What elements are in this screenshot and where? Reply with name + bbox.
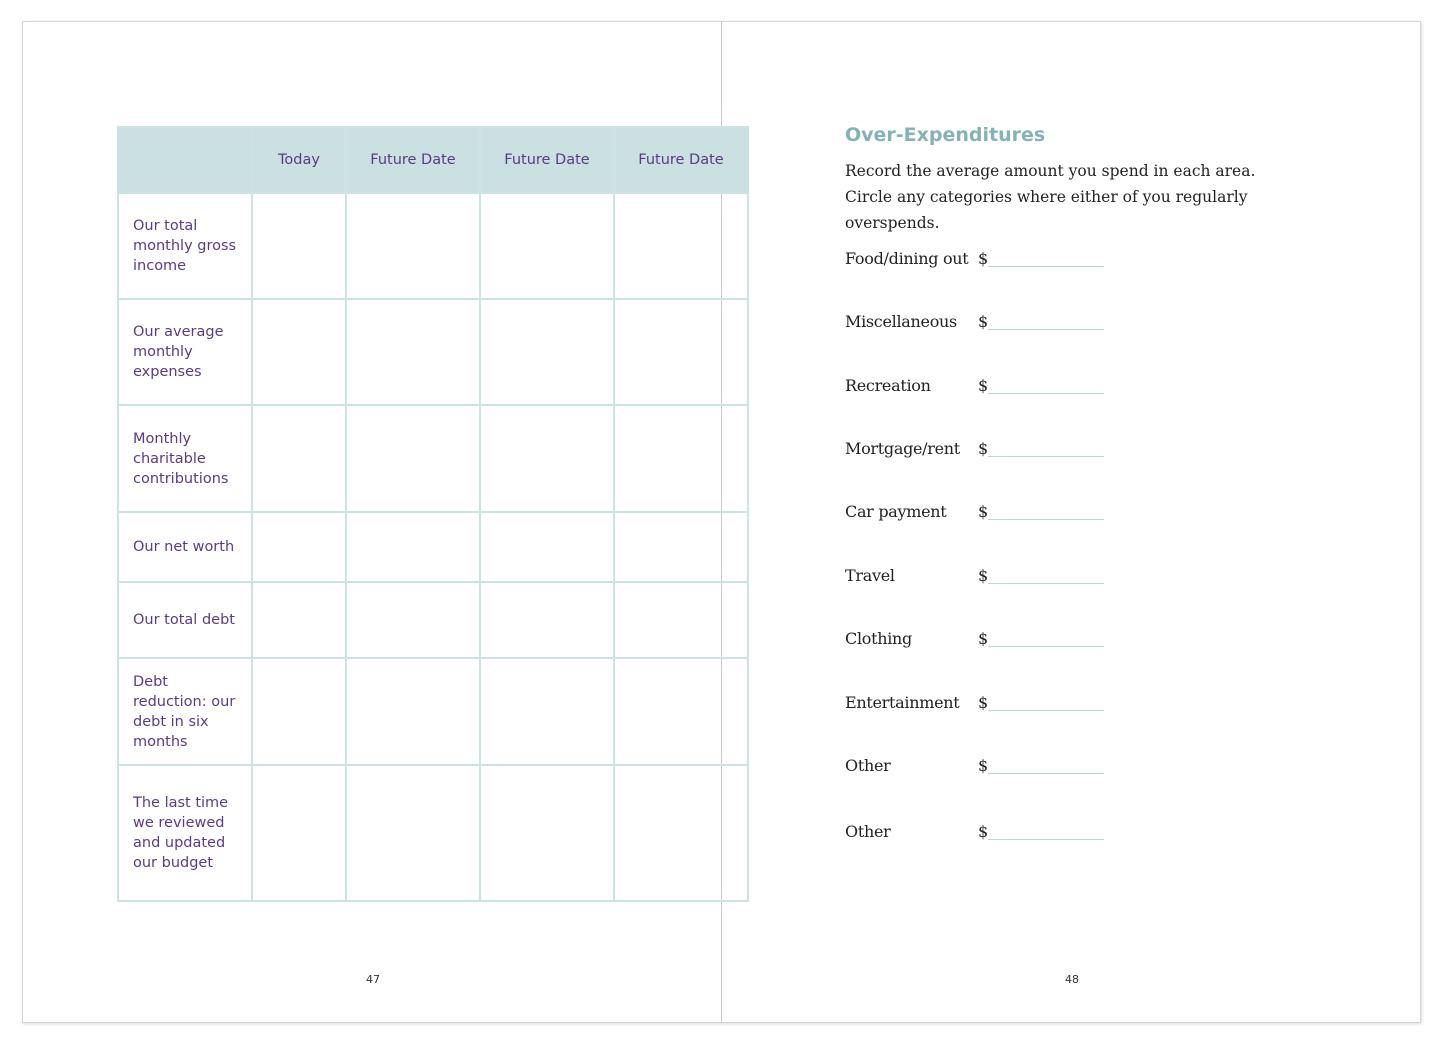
entry-cell[interactable] <box>345 298 481 406</box>
budget-table: Today Future Date Future Date Future Date O… <box>117 126 749 902</box>
entry-cell[interactable] <box>479 657 615 766</box>
column-header: Future Date <box>345 126 481 194</box>
entry-cell[interactable] <box>251 657 347 766</box>
expense-row: Travel $ <box>845 566 1115 588</box>
entry-cell[interactable] <box>479 764 615 902</box>
entry-cell[interactable] <box>345 764 481 902</box>
expense-row: Recreation $ <box>845 376 1115 398</box>
entry-cell[interactable] <box>613 657 749 766</box>
dollar-sign: $ <box>978 502 989 521</box>
expense-row: Entertainment $ <box>845 693 1115 715</box>
row-label: Monthly charitable contributions <box>117 404 253 513</box>
category-label: Travel <box>845 566 895 585</box>
row-label: The last time we reviewed and updated ou… <box>117 764 253 902</box>
amount-blank[interactable] <box>988 519 1104 520</box>
dollar-sign: $ <box>978 249 989 268</box>
row-label: Our average monthly expenses <box>117 298 253 406</box>
table-row: Our average monthly expenses <box>117 298 749 406</box>
column-header: Future Date <box>613 126 749 194</box>
entry-cell[interactable] <box>479 298 615 406</box>
entry-cell[interactable] <box>479 511 615 583</box>
column-header: Future Date <box>479 126 615 194</box>
amount-blank[interactable] <box>988 266 1104 267</box>
amount-blank[interactable] <box>988 329 1104 330</box>
entry-cell[interactable] <box>613 581 749 659</box>
category-label: Car payment <box>845 502 947 521</box>
entry-cell[interactable] <box>345 511 481 583</box>
row-label: Our total debt <box>117 581 253 659</box>
table-row: Our total debt <box>117 581 749 659</box>
category-label: Other <box>845 822 891 841</box>
expense-row: Clothing $ <box>845 629 1115 651</box>
amount-blank[interactable] <box>988 773 1104 774</box>
dollar-sign: $ <box>978 439 989 458</box>
expense-row: Car payment $ <box>845 502 1115 524</box>
table-row: Monthly charitable contributions <box>117 404 749 513</box>
expense-row: Miscellaneous $ <box>845 312 1115 334</box>
amount-blank[interactable] <box>988 710 1104 711</box>
entry-cell[interactable] <box>345 657 481 766</box>
expense-row: Mortgage/rent $ <box>845 439 1115 461</box>
row-label: Our total monthly gross income <box>117 192 253 300</box>
category-label: Other <box>845 756 891 775</box>
entry-cell[interactable] <box>251 298 347 406</box>
table-row: Our total monthly gross income <box>117 192 749 300</box>
entry-cell[interactable] <box>479 404 615 513</box>
entry-cell[interactable] <box>251 511 347 583</box>
entry-cell[interactable] <box>479 192 615 300</box>
dollar-sign: $ <box>978 312 989 331</box>
amount-blank[interactable] <box>988 393 1104 394</box>
entry-cell[interactable] <box>479 581 615 659</box>
category-label: Entertainment <box>845 693 960 712</box>
entry-cell[interactable] <box>251 581 347 659</box>
category-label: Clothing <box>845 629 912 648</box>
category-label: Mortgage/rent <box>845 439 960 458</box>
entry-cell[interactable] <box>251 404 347 513</box>
expense-row: Other $ <box>845 822 1115 844</box>
column-header <box>117 126 253 194</box>
amount-blank[interactable] <box>988 839 1104 840</box>
page-number-left: 47 <box>366 973 380 986</box>
expense-row: Other $ <box>845 756 1115 778</box>
amount-blank[interactable] <box>988 646 1104 647</box>
dollar-sign: $ <box>978 566 989 585</box>
table-row: Debt reduction: our debt in six months <box>117 657 749 766</box>
entry-cell[interactable] <box>251 192 347 300</box>
expense-row: Food/dining out $ <box>845 249 1115 271</box>
category-label: Miscellaneous <box>845 312 957 331</box>
entry-cell[interactable] <box>345 192 481 300</box>
instructions: Record the average amount you spend in e… <box>845 162 1256 232</box>
category-label: Food/dining out <box>845 249 969 268</box>
entry-cell[interactable] <box>613 192 749 300</box>
entry-cell[interactable] <box>613 764 749 902</box>
entry-cell[interactable] <box>345 581 481 659</box>
dollar-sign: $ <box>978 822 989 841</box>
row-label: Our net worth <box>117 511 253 583</box>
amount-blank[interactable] <box>988 583 1104 584</box>
row-label: Debt reduction: our debt in six months <box>117 657 253 766</box>
table-row: Our net worth <box>117 511 749 583</box>
page-number-right: 48 <box>1065 973 1079 986</box>
entry-cell[interactable] <box>345 404 481 513</box>
entry-cell[interactable] <box>613 298 749 406</box>
table-row: The last time we reviewed and updated ou… <box>117 764 749 902</box>
section-title: Over-Expenditures <box>845 124 1046 146</box>
entry-cell[interactable] <box>613 511 749 583</box>
dollar-sign: $ <box>978 629 989 648</box>
dollar-sign: $ <box>978 376 989 395</box>
entry-cell[interactable] <box>613 404 749 513</box>
column-header: Today <box>251 126 347 194</box>
category-label: Recreation <box>845 376 931 395</box>
dollar-sign: $ <box>978 756 989 775</box>
entry-cell[interactable] <box>251 764 347 902</box>
amount-blank[interactable] <box>988 456 1104 457</box>
dollar-sign: $ <box>978 693 989 712</box>
